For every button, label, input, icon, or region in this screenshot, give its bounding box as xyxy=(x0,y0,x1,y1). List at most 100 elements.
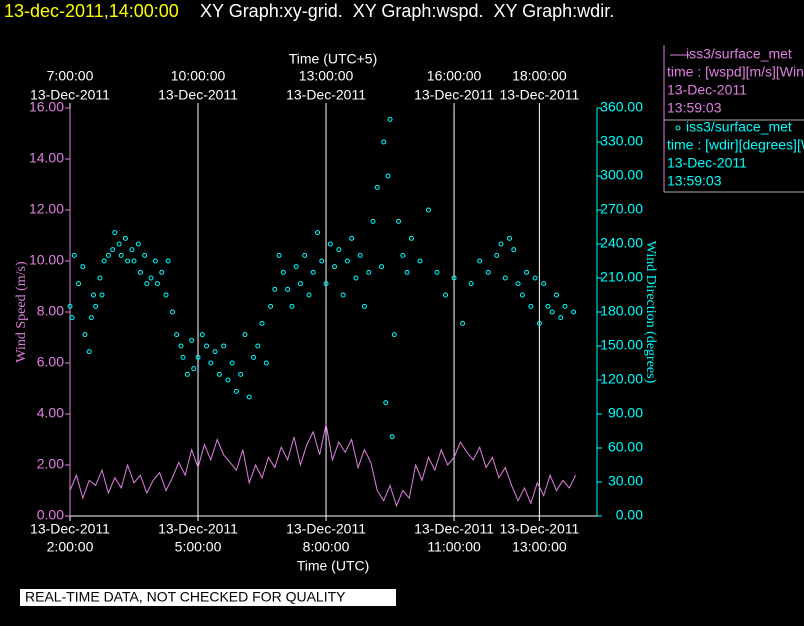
x2-axis-label: Time (UTC+5) xyxy=(289,51,378,67)
y-tick-label: 8.00 xyxy=(37,303,64,319)
x2-tick-date: 13-Dec-2011 xyxy=(286,87,366,103)
wind-direction-point xyxy=(344,258,350,264)
wind-direction-point xyxy=(191,366,197,372)
wind-direction-point xyxy=(101,258,107,264)
wind-direction-point xyxy=(69,315,75,321)
y-tick-label: 0.00 xyxy=(37,507,64,523)
wind-direction-point xyxy=(112,230,118,236)
x2-tick-date: 13-Dec-2011 xyxy=(158,87,238,103)
wind-direction-point xyxy=(387,116,393,122)
wind-direction-point xyxy=(137,269,143,275)
x-axis-label: Time (UTC) xyxy=(297,558,370,574)
wind-direction-point xyxy=(545,303,551,309)
wind-direction-point xyxy=(142,252,148,258)
wind-direction-point xyxy=(184,371,190,377)
wind-direction-point xyxy=(370,218,376,224)
x-tick-label: 13:00:00 xyxy=(512,539,567,555)
note-box xyxy=(20,589,396,606)
wind-direction-point xyxy=(180,354,186,360)
wind-direction-point xyxy=(110,247,116,253)
y2-tick-label: 90.00 xyxy=(608,405,643,421)
legend-name: iss3/surface_met xyxy=(686,46,792,62)
y2-tick-label: 0.00 xyxy=(616,507,643,523)
wind-direction-point xyxy=(233,388,239,394)
wind-direction-point xyxy=(86,349,92,355)
y2-tick-label: 270.00 xyxy=(600,201,643,217)
y-tick-label: 4.00 xyxy=(37,405,64,421)
legend-detail: 13:59:03 xyxy=(667,100,722,116)
wind-direction-point xyxy=(221,343,227,349)
wind-direction-point xyxy=(204,343,210,349)
y-tick-label: 16.00 xyxy=(29,99,64,115)
wind-direction-point xyxy=(165,258,171,264)
chart-title: XY Graph:xy-grid. XY Graph:wspd. XY Grap… xyxy=(200,1,614,21)
y2-tick-label: 180.00 xyxy=(600,303,643,319)
wind-direction-point xyxy=(336,247,342,253)
wind-direction-point xyxy=(485,269,491,275)
wind-direction-point xyxy=(374,184,380,190)
wind-direction-point xyxy=(319,258,325,264)
wind-direction-point xyxy=(154,281,160,287)
wind-direction-point xyxy=(88,315,94,321)
wind-direction-point xyxy=(259,320,265,326)
wind-direction-point xyxy=(255,343,261,349)
y2-tick-label: 360.00 xyxy=(600,99,643,115)
wind-direction-point xyxy=(549,309,555,315)
y-tick-label: 6.00 xyxy=(37,354,64,370)
legend-detail: 13-Dec-2011 xyxy=(667,155,747,171)
y-tick-label: 10.00 xyxy=(29,252,64,268)
wind-direction-point xyxy=(82,332,88,338)
x2-tick-label: 7:00:00 xyxy=(47,68,94,84)
wind-direction-point xyxy=(238,371,244,377)
wind-direction-point xyxy=(541,281,547,287)
wind-direction-point xyxy=(507,235,513,241)
wind-direction-point xyxy=(178,343,184,349)
x2-tick-label: 13:00:00 xyxy=(299,68,354,84)
wind-direction-point xyxy=(148,275,154,281)
wind-direction-point xyxy=(310,269,316,275)
wind-direction-point xyxy=(366,269,372,275)
wind-direction-point xyxy=(280,269,286,275)
wind-direction-point xyxy=(536,320,542,326)
wind-direction-point xyxy=(528,303,534,309)
x-tick-date: 13-Dec-2011 xyxy=(158,521,238,537)
wind-direction-point xyxy=(396,218,402,224)
wind-direction-point xyxy=(532,275,538,281)
wind-direction-point xyxy=(323,281,329,287)
legend-detail: 13:59:03 xyxy=(667,173,722,189)
wind-direction-point xyxy=(129,247,135,253)
legend-point xyxy=(675,125,681,131)
y2-tick-label: 150.00 xyxy=(600,337,643,353)
wind-direction-point xyxy=(468,281,474,287)
wind-direction-point xyxy=(383,400,389,406)
quality-note: REAL-TIME DATA, NOT CHECKED FOR QUALITY xyxy=(25,589,346,605)
y-tick-label: 2.00 xyxy=(37,456,64,472)
wind-direction-point xyxy=(293,264,299,270)
wind-direction-point xyxy=(332,264,338,270)
wind-direction-point xyxy=(105,252,111,258)
wind-direction-point xyxy=(443,292,449,298)
wind-direction-point xyxy=(302,252,308,258)
wind-direction-point xyxy=(169,309,175,315)
x-tick-label: 11:00:00 xyxy=(427,539,481,555)
x2-tick-date: 13-Dec-2011 xyxy=(30,87,110,103)
wind-direction-point xyxy=(400,252,406,258)
y2-tick-label: 210.00 xyxy=(600,269,643,285)
wind-direction-point xyxy=(553,292,559,298)
wind-direction-point xyxy=(116,241,122,247)
y2-tick-label: 120.00 xyxy=(600,371,643,387)
x2-tick-label: 10:00:00 xyxy=(171,68,226,84)
wind-direction-point xyxy=(250,354,256,360)
wind-direction-point xyxy=(477,258,483,264)
legend-detail: 13-Dec-2011 xyxy=(667,82,747,98)
wind-direction-point xyxy=(131,258,137,264)
x2-tick-label: 18:00:00 xyxy=(512,68,567,84)
wind-direction-point xyxy=(144,281,150,287)
wind-direction-point xyxy=(99,292,105,298)
x2-tick-date: 13-Dec-2011 xyxy=(414,87,494,103)
wind-direction-point xyxy=(379,264,385,270)
wind-direction-point xyxy=(93,303,99,309)
y-axis-label: Wind Speed (m/s) xyxy=(14,261,29,363)
